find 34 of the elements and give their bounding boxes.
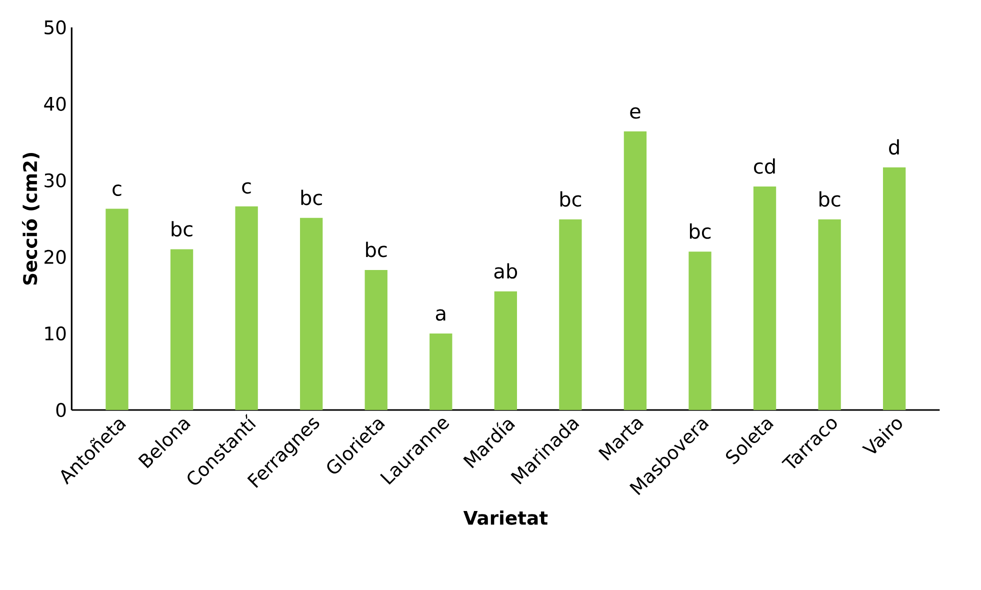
annotation: d: [889, 139, 899, 155]
annotation: bc: [820, 191, 840, 207]
y-tick-label: 40: [44, 96, 66, 111]
bar: [170, 249, 194, 410]
y-tick-label: 0: [56, 402, 66, 418]
y-tick-label: 30: [44, 173, 66, 188]
bar: [494, 291, 517, 410]
y-axis-title: Secció (cm2): [22, 153, 40, 285]
annotation: c: [112, 184, 122, 196]
annotation: a: [436, 309, 446, 321]
annotation: cd: [754, 158, 775, 174]
bar: [624, 131, 647, 410]
y-tick-label: 10: [45, 326, 66, 341]
y-tick-label: 50: [44, 20, 66, 34]
bar: [364, 270, 388, 410]
annotation: bc: [172, 221, 192, 237]
annotation: e: [630, 107, 640, 119]
bar: [818, 219, 841, 410]
annotation: bc: [560, 191, 582, 207]
bar: [106, 208, 128, 410]
annotation: c: [242, 182, 251, 194]
annotation: ab: [494, 263, 518, 279]
bar: [753, 186, 776, 410]
bar: [688, 252, 712, 410]
bar: [300, 218, 323, 410]
annotation: bc: [301, 190, 322, 206]
bar: [235, 206, 258, 410]
bar: [430, 333, 452, 410]
x-axis-title: Varietat: [463, 510, 548, 525]
annotation: bc: [366, 242, 387, 258]
bar: [559, 219, 582, 410]
bar: [882, 167, 906, 410]
annotation: bc: [690, 223, 711, 239]
y-tick-label: 20: [44, 250, 66, 264]
